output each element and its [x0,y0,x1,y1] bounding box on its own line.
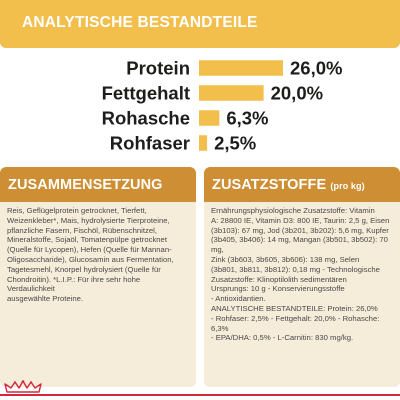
composition-text-line: Oligosaccharide), Glucosamin aus Ferment… [7,254,174,264]
additives-text-line: Zusatzstoffe: Klinoptilolith sedimentäre… [211,274,347,284]
bar-category-label: Protein [126,58,190,79]
additives-text-line: A: 28800 IE, Vitamin D3: 800 IE, Taurin:… [211,215,390,225]
additives-text-line: (3b103): 67 mg, Jod (3b201, 3b202): 5,6 … [211,225,389,235]
bar [199,135,208,151]
additives-heading-title: ZUSATZSTOFFE [212,177,327,193]
additives-text-line: - Antioxidantien. [211,294,266,304]
composition-text-line: Chondroitin). *L.I.P.: Für ihre sehr hoh… [7,274,141,294]
additives-text: Ernährungsphysiologische Zusatzstoffe: V… [204,202,400,343]
analytic-bar-chart: Protein 26,0% Fettgehalt 20,0% Rohasche 6,3% R… [102,58,343,154]
bar-value-label: 2,5% [214,133,256,154]
additives-panel: ZUSATZSTOFFE (pro kg) Ernährungsphysiolo… [204,167,400,387]
composition-text-line: Mineralstoffe, Sojaöl, Tomatenpülpe getr… [7,235,167,245]
composition-text-line: Tagetesmehl, Knorpel hydrolysiert (Quell… [7,264,161,274]
composition-text-line: ausgewählte Proteine. [7,294,84,304]
bar-category-label: Fettgehalt [102,83,190,104]
additives-text-line: Ursprungs: 10 g - Konservierungsstoffe [211,284,345,294]
additives-text-line: (3b801, 3b811, 3b812): 0,18 mg - Technol… [211,264,380,274]
bar-value-label: 26,0% [290,58,342,79]
composition-text: Reis, Geflügelprotein getrocknet, Tierfe… [0,202,196,304]
composition-text-line: Reis, Geflügelprotein getrocknet, Tierfe… [7,206,147,215]
footer-divider [0,394,400,396]
bar [199,60,283,76]
composition-text-line: Weizenkleber*, Mais, hydrolysierte Tierp… [7,215,170,225]
composition-panel: ZUSAMMENSETZUNG Reis, Geflügelprotein ge… [0,167,196,387]
additives-text-line: ANALYTISCHE BESTANDTEILE: Protein: 26,0% [211,303,378,313]
composition-heading: ZUSAMMENSETZUNG [0,167,196,202]
page-title: ANALYTISCHE BESTANDTEILE [22,14,258,31]
composition-text-line: pflanzliche Fasern, Fischöl, Rübenschnit… [7,225,157,235]
additives-text-line: (3b405, 3b406): 14 mg, Mangan (3b501, 3b… [211,235,388,255]
additives-heading-suffix: (pro kg) [330,181,365,191]
bar-category-label: Rohasche [102,108,190,129]
additives-text-line: - EPA/DHA: 0,5% - L-Carnitin: 830 mg/kg. [211,333,354,343]
composition-text-line: (Quelle für Lycopen), Hefen (Quelle für … [7,245,172,255]
bar [199,85,264,101]
additives-text-line: Zink (3b603, 3b605, 3b606): 138 mg, Sele… [211,254,360,264]
bar-category-label: Rohfaser [110,133,190,154]
additives-text-line: Ernährungsphysiologische Zusatzstoffe: V… [211,206,375,215]
additives-heading: ZUSATZSTOFFE (pro kg) [204,167,400,202]
bar-value-label: 20,0% [271,83,323,104]
bar [199,110,220,126]
header-band: ANALYTISCHE BESTANDTEILE [0,0,400,48]
additives-text-line: - Rohfaser: 2,5% - Fettgehalt: 20,0% - R… [211,313,380,333]
royal-canin-crown-icon [4,380,42,393]
bar-value-label: 6,3% [226,108,268,129]
